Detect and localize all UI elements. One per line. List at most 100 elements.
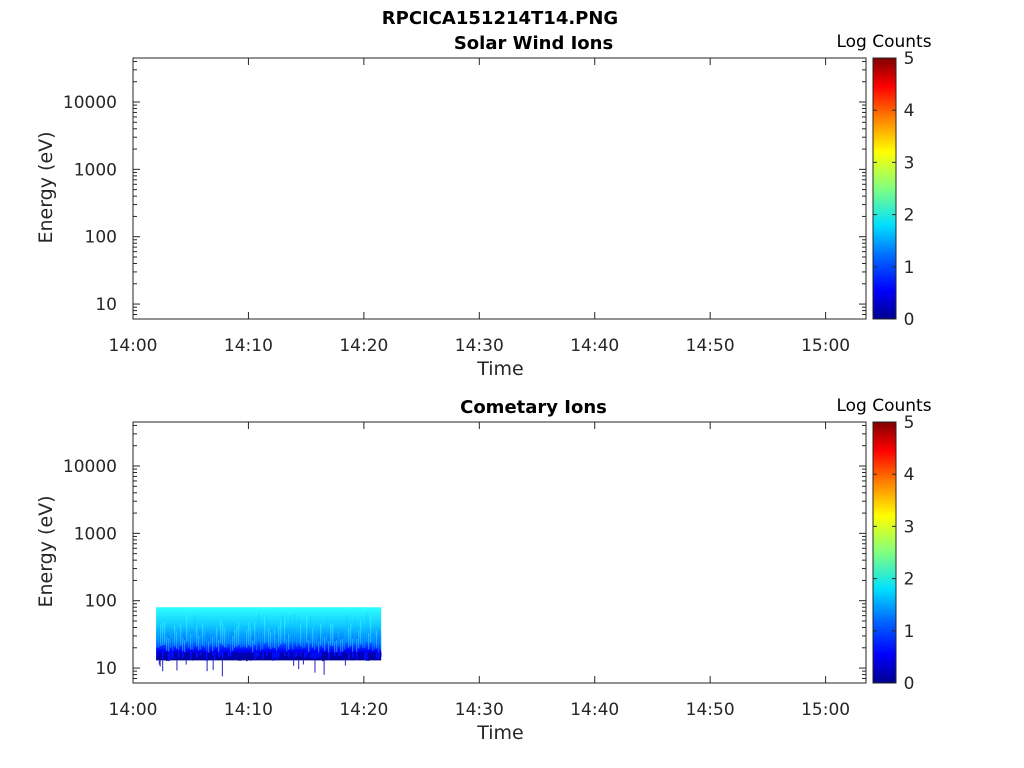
- colorbar-tick-label: 2: [904, 206, 915, 226]
- y-axis-label: Energy (eV): [35, 131, 57, 243]
- spectrogram-streak: [362, 628, 364, 648]
- spectrogram-low-edge: [310, 652, 312, 659]
- x-tick-label: 14:30: [455, 700, 504, 720]
- spectrogram-streak: [200, 633, 202, 650]
- spectrogram-low-edge: [184, 652, 186, 660]
- spectrogram-streak: [238, 622, 240, 646]
- spectrogram-low-edge: [220, 652, 222, 657]
- spectrogram-low-edge: [180, 652, 182, 660]
- spectrogram-low-edge: [200, 652, 202, 656]
- spectrogram-streak: [378, 641, 380, 653]
- spectrogram-low-edge: [196, 652, 198, 658]
- spectrogram-low-edge: [246, 652, 248, 662]
- spectrogram-streak: [232, 636, 234, 651]
- spectrogram-streak: [318, 641, 320, 653]
- spectrogram-low-edge: [274, 652, 276, 658]
- spectrogram-low-edge: [334, 652, 336, 657]
- spectrogram-low-edge: [290, 652, 292, 661]
- spectrogram-low-edge: [286, 652, 288, 659]
- spectrogram-streak: [184, 640, 186, 653]
- spectrogram-low-edge: [188, 652, 190, 659]
- spectrogram-streak: [284, 618, 286, 644]
- spectrogram-low-edge: [324, 652, 326, 661]
- spectrogram-streak: [376, 630, 378, 649]
- x-tick-label: 14:10: [224, 700, 273, 720]
- y-tick-label: 10: [95, 659, 117, 679]
- colorbar-label: Log Counts: [836, 32, 931, 52]
- figure-title: RPCICA151214T14.PNG: [382, 8, 618, 29]
- spectrogram-streak: [330, 623, 332, 646]
- spectrogram-low-edge: [258, 652, 260, 656]
- spectrogram-low-edge: [348, 652, 350, 661]
- x-tick-label: 14:50: [686, 700, 735, 720]
- spectrogram-streak: [266, 615, 268, 643]
- spectrogram-streak: [206, 638, 208, 652]
- spectrogram-streak: [204, 628, 206, 648]
- spectrogram-streak: [356, 638, 358, 652]
- spectrogram-low-edge: [298, 652, 300, 659]
- spectrogram-streak: [172, 636, 174, 651]
- y-tick-label: 1000: [74, 524, 117, 544]
- spectrogram-streak: [372, 636, 374, 651]
- spectrogram-streak: [268, 627, 270, 648]
- spectrogram-low-edge: [346, 652, 348, 658]
- spectrogram-streak: [282, 615, 284, 643]
- spectrogram-streak: [306, 615, 308, 643]
- spectrogram-streak: [164, 622, 166, 646]
- spectrogram-low-edge: [174, 652, 176, 657]
- spectrogram-streak: [212, 636, 214, 651]
- spectrogram-low-edge: [308, 652, 310, 658]
- spectrogram-streak: [214, 626, 216, 647]
- spectrogram-low-edge: [272, 652, 274, 661]
- spectrogram-low-edge: [354, 652, 356, 657]
- colorbar-tick-label: 3: [904, 517, 915, 537]
- spectrogram-low-edge: [344, 652, 346, 659]
- spectrogram-low-edge: [216, 652, 218, 658]
- spectrogram-streak: [264, 617, 266, 644]
- spectrogram-low-edge: [314, 652, 316, 659]
- spectrogram-low-edge: [190, 652, 192, 660]
- spectrogram-low-edge: [176, 652, 178, 656]
- spectrogram-streak: [310, 617, 312, 644]
- spectrogram-streak: [348, 628, 350, 648]
- spectrogram-streak: [166, 636, 168, 651]
- spectrogram-streak: [368, 632, 370, 650]
- spectrogram-streak: [186, 613, 188, 642]
- spectrogram-low-edge: [362, 652, 364, 656]
- spectrogram-low-edge: [260, 652, 262, 657]
- spectrogram-low-edge: [370, 652, 372, 658]
- spectrogram-streak: [292, 633, 294, 650]
- spectrogram-low-edge: [318, 652, 320, 659]
- spectrogram-streak: [370, 616, 372, 643]
- spectrogram-low-edge: [330, 652, 332, 658]
- spectrogram-streak: [338, 626, 340, 647]
- x-tick-label: 14:30: [455, 336, 504, 356]
- spectrogram-low-edge: [368, 652, 370, 661]
- spectrogram-streak: [182, 637, 184, 652]
- spectrogram-low-edge: [340, 652, 342, 657]
- spectrogram-low-edge: [244, 652, 246, 660]
- colorbar-tick-label: 5: [904, 49, 915, 69]
- spectrogram-low-edge: [158, 652, 160, 656]
- spectrogram-streak: [174, 625, 176, 647]
- spectrogram-low-edge: [242, 652, 244, 661]
- spectrogram-streak: [312, 628, 314, 648]
- spectrogram-low-edge: [350, 652, 352, 659]
- spectrogram-low-edge: [336, 652, 338, 659]
- spectrogram-low-edge: [280, 652, 282, 657]
- spectrogram-low-edge: [264, 652, 266, 658]
- spectrogram-streak: [258, 613, 260, 642]
- spectrogram-streak: [248, 622, 250, 646]
- spectrogram-streak: [328, 641, 330, 653]
- spectrogram-low-edge: [282, 652, 284, 658]
- spectrogram-low-edge: [276, 652, 278, 661]
- spectrogram-low-edge: [222, 652, 224, 658]
- spectrogram-low-edge: [204, 652, 206, 659]
- spectrogram-streak: [180, 624, 182, 646]
- spectrogram-streak: [380, 634, 382, 651]
- spectrogram-streak: [230, 639, 232, 653]
- spectrogram-low-edge: [380, 652, 382, 657]
- spectrogram-streak: [324, 636, 326, 651]
- spectrogram-streak: [326, 616, 328, 644]
